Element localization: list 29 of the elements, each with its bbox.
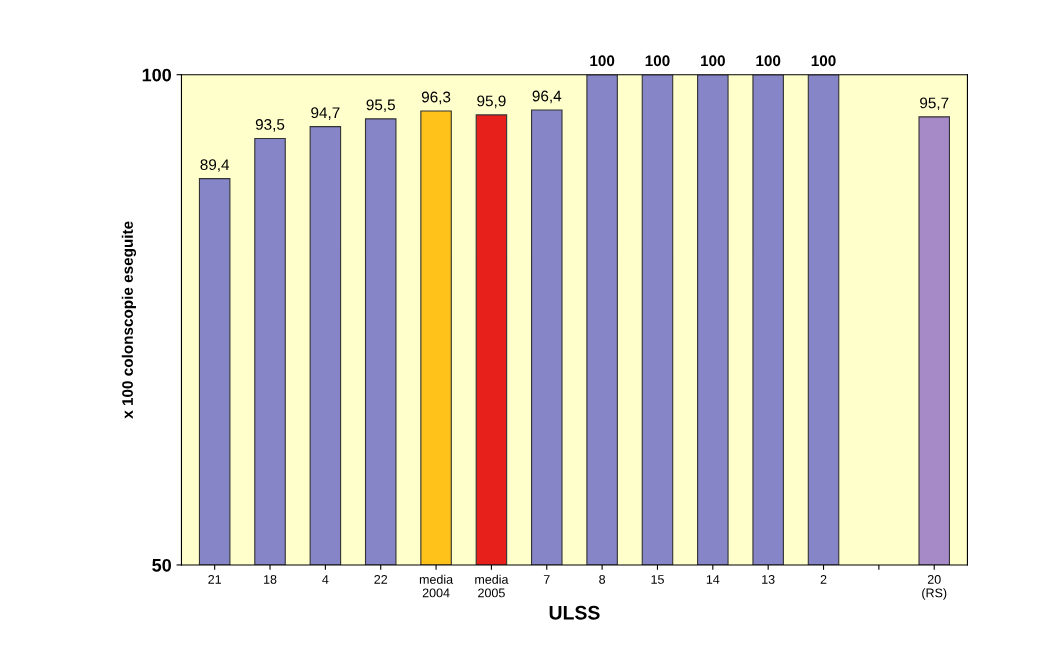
x-axis-title: ULSS bbox=[549, 605, 600, 620]
x-tick-label: 20 (RS) bbox=[922, 575, 947, 600]
x-tick-label: 15 bbox=[651, 575, 664, 584]
data-label: 95,5 bbox=[366, 99, 395, 113]
x-tick-label: 21 bbox=[208, 575, 222, 584]
x-tick-label: 8 bbox=[599, 575, 606, 584]
y-axis-title: x 100 colonscopie eseguite bbox=[121, 221, 137, 419]
x-tick-label: media 2004 bbox=[419, 574, 454, 598]
data-label: 94,7 bbox=[311, 107, 340, 120]
data-label: 100 bbox=[701, 55, 725, 67]
data-label: 95,9 bbox=[477, 95, 506, 109]
x-tick-label: 7 bbox=[543, 575, 550, 584]
data-label: 96,4 bbox=[532, 90, 562, 104]
x-tick-label: media 2005 bbox=[475, 574, 509, 598]
x-tick-label: 18 bbox=[264, 575, 277, 584]
data-label: 100 bbox=[590, 55, 615, 67]
data-label: 96,3 bbox=[421, 91, 451, 105]
data-label: 95,7 bbox=[920, 97, 949, 111]
y-tick-label: 50 bbox=[152, 558, 171, 572]
data-label: 89,4 bbox=[200, 159, 230, 172]
data-label: 93,5 bbox=[255, 119, 285, 132]
x-tick-label: 2 bbox=[820, 575, 827, 584]
x-tick-label: 14 bbox=[706, 575, 720, 584]
x-tick-label: 4 bbox=[322, 575, 329, 584]
x-tick-label: 13 bbox=[762, 575, 775, 584]
x-tick-label: 22 bbox=[374, 575, 388, 584]
data-label: 100 bbox=[756, 55, 781, 67]
data-label: 100 bbox=[645, 55, 670, 67]
data-label: 100 bbox=[811, 55, 836, 67]
